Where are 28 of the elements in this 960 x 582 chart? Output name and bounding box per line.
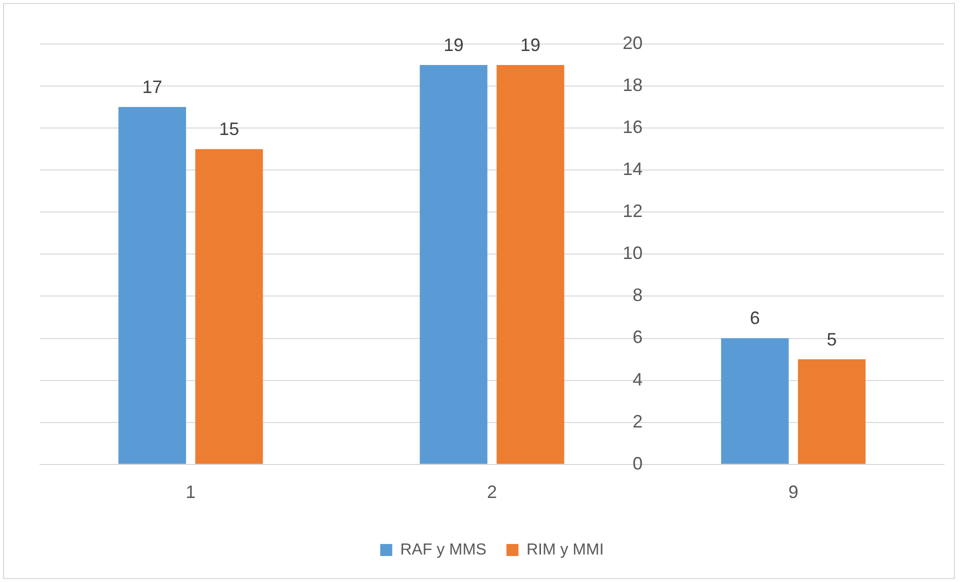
y-tick-label: 0 <box>632 453 643 474</box>
bar <box>195 149 263 464</box>
data-label: 15 <box>219 119 240 140</box>
y-tick-label: 8 <box>632 285 643 306</box>
legend-label: RAF y MMS <box>400 541 486 558</box>
y-tick-label: 16 <box>622 117 643 138</box>
y-tick-label: 6 <box>632 327 643 348</box>
y-tick-label: 18 <box>622 75 643 96</box>
y-tick-label: 2 <box>632 411 643 432</box>
y-tick-label: 12 <box>622 201 643 222</box>
bar <box>721 338 789 464</box>
y-tick-label: 14 <box>622 159 643 180</box>
data-label: 5 <box>826 329 837 350</box>
data-label: 6 <box>750 308 760 328</box>
bar <box>496 65 564 464</box>
legend-label: RIM y MMI <box>526 541 604 558</box>
y-tick-label: 10 <box>622 243 643 264</box>
x-tick-label: 2 <box>486 482 498 502</box>
x-tick-label: 1 <box>186 482 196 502</box>
bar <box>420 65 488 464</box>
y-tick-label: 4 <box>632 369 643 390</box>
data-label: 17 <box>142 77 162 98</box>
data-label: 19 <box>520 34 540 55</box>
y-tick-label: 20 <box>622 32 643 53</box>
x-tick-label: 9 <box>788 482 798 502</box>
bar <box>118 107 186 464</box>
bar <box>798 359 866 464</box>
data-label: 19 <box>444 34 464 55</box>
